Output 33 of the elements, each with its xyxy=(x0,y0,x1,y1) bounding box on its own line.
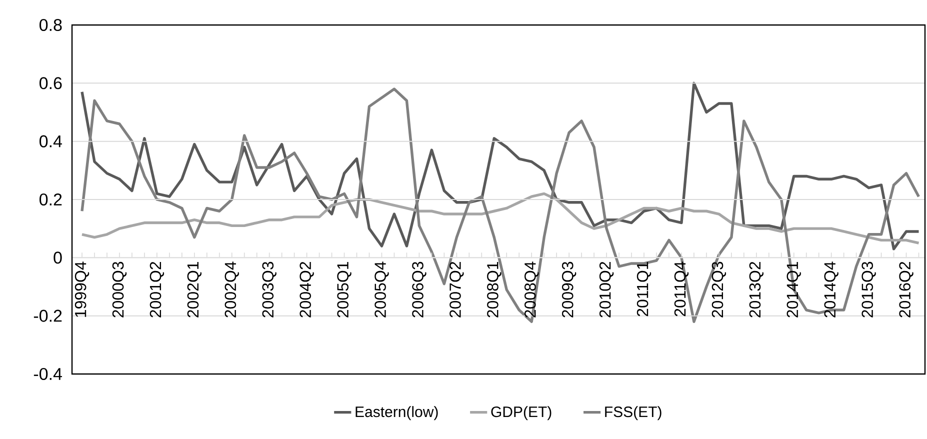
x-tick-label: 2015Q3 xyxy=(862,262,876,318)
x-tick-label: 2000Q3 xyxy=(112,262,127,318)
y-tick-label: 0 xyxy=(54,252,62,264)
x-tick-label: 2002Q4 xyxy=(224,262,239,318)
x-tick-label: 2008Q4 xyxy=(524,262,539,318)
x-tick-label: 2011Q4 xyxy=(674,262,689,316)
x-tick-label: 2012Q3 xyxy=(712,262,726,318)
x-tick-label: 2010Q2 xyxy=(599,262,614,318)
legend-label: GDP(ET) xyxy=(491,406,552,420)
x-tick-label: 2003Q3 xyxy=(262,262,276,318)
y-tick-label: 0.6 xyxy=(40,77,62,90)
y-tick-label: -0.4 xyxy=(34,368,62,380)
x-tick-label: 2005Q1 xyxy=(337,262,352,318)
x-tick-label: 2007Q2 xyxy=(450,262,464,318)
x-tick-label: 2004Q2 xyxy=(300,262,314,318)
x-tick-label: 2011Q1 xyxy=(636,262,652,316)
x-tick-label: 1999Q4 xyxy=(74,262,90,317)
legend-label: FSS(ET) xyxy=(605,406,662,420)
x-tick-label: 2016Q2 xyxy=(899,262,914,318)
x-tick-label: 2006Q3 xyxy=(412,262,426,318)
x-tick-label: 2009Q3 xyxy=(562,262,576,318)
y-tick-label: 0.4 xyxy=(40,135,62,148)
x-tick-label: 2014Q4 xyxy=(824,262,838,318)
x-tick-label: 2002Q1 xyxy=(187,262,202,318)
y-tick-label: -0.2 xyxy=(34,310,62,322)
x-tick-label: 2008Q1 xyxy=(487,262,502,318)
y-tick-label: 0.2 xyxy=(40,193,62,206)
x-tick-label: 2001Q2 xyxy=(150,262,164,318)
x-tick-label: 2005Q4 xyxy=(374,262,389,318)
x-tick-label: 2014Q1 xyxy=(786,262,801,318)
legend-label: Eastern(low) xyxy=(356,406,438,420)
x-tick-label: 2013Q2 xyxy=(749,262,764,318)
y-tick-label: 0.8 xyxy=(40,18,62,32)
